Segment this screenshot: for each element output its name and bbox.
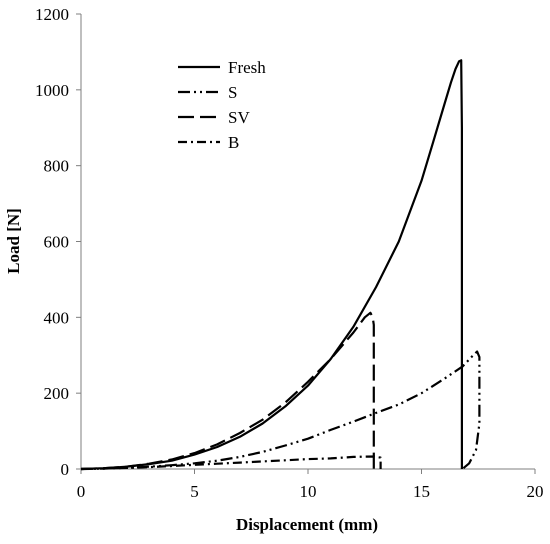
x-tick-label: 20 — [527, 482, 544, 501]
x-tick-label: 0 — [77, 482, 86, 501]
x-tick-label: 10 — [300, 482, 317, 501]
legend-label-fresh: Fresh — [228, 58, 266, 77]
y-tick-label: 600 — [44, 233, 70, 252]
tick-group: 0 200 400 600 800 1000 1200 0 5 10 15 20 — [35, 5, 544, 501]
x-tick-label: 5 — [190, 482, 199, 501]
axes — [80, 14, 535, 470]
legend-label-s: S — [228, 83, 237, 102]
series-line-sv — [80, 311, 375, 471]
legend: Fresh S SV B — [178, 58, 266, 152]
y-tick-label: 1000 — [35, 81, 69, 100]
y-tick-label: 0 — [61, 460, 70, 479]
legend-label-b: B — [228, 133, 239, 152]
series-group — [80, 59, 481, 471]
y-tick-label: 200 — [44, 384, 70, 403]
y-tick-label: 800 — [44, 157, 70, 176]
x-tick-label: 15 — [413, 482, 430, 501]
x-axis-title: Displacement (mm) — [236, 515, 378, 534]
y-axis-title: Load [N] — [4, 208, 23, 274]
series-line-fresh — [80, 59, 463, 471]
y-tick-label: 1200 — [35, 5, 69, 24]
y-tick-label: 400 — [44, 308, 70, 327]
legend-label-sv: SV — [228, 108, 250, 127]
